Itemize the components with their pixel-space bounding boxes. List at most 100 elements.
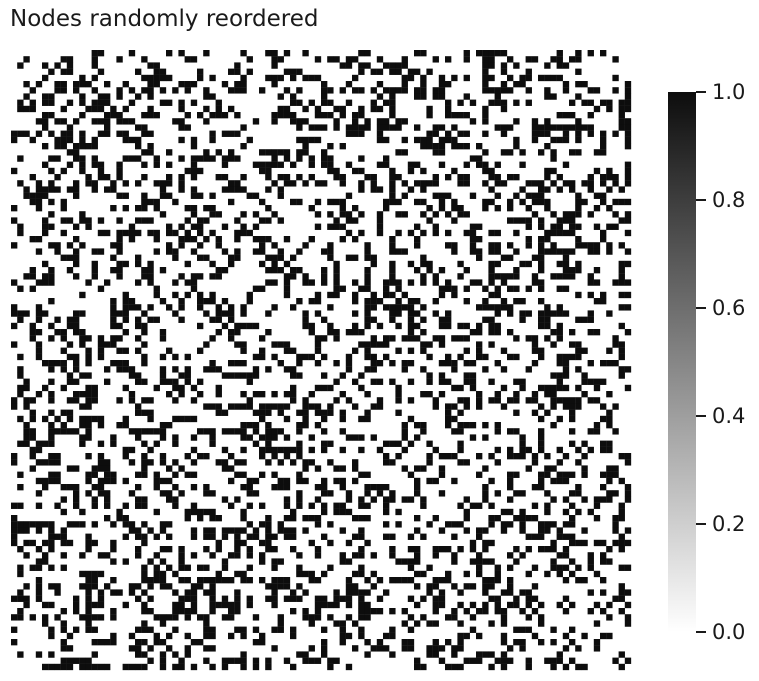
heatmap-cell	[271, 546, 278, 553]
heatmap-cell	[290, 93, 297, 100]
heatmap-cell	[215, 570, 222, 578]
heatmap-cell	[513, 174, 520, 181]
heatmap-cell	[141, 440, 148, 447]
heatmap-cell	[457, 645, 464, 652]
heatmap-cell	[482, 68, 489, 75]
heatmap-cell	[469, 614, 477, 621]
heatmap-cell	[97, 105, 105, 113]
heatmap-cell	[550, 310, 557, 317]
heatmap-cell	[91, 143, 98, 150]
heatmap-cell	[587, 180, 594, 187]
heatmap-cell	[401, 446, 408, 454]
heatmap-cell	[240, 223, 247, 230]
heatmap-cell	[141, 198, 148, 206]
heatmap-cell	[228, 198, 235, 206]
heatmap-cell	[581, 180, 588, 187]
heatmap-cell	[612, 595, 619, 602]
heatmap-cell	[184, 378, 191, 385]
heatmap-cell	[327, 161, 334, 168]
heatmap-cell	[314, 484, 322, 491]
heatmap-cell	[569, 409, 576, 416]
heatmap-cell	[240, 174, 247, 181]
heatmap-cell	[246, 192, 253, 199]
heatmap-cell	[228, 428, 235, 435]
heatmap-cell	[575, 564, 582, 571]
heatmap-cell	[624, 248, 632, 255]
heatmap-cell	[79, 329, 86, 336]
heatmap-cell	[624, 620, 632, 627]
heatmap-cell	[426, 583, 433, 590]
heatmap-cell	[538, 242, 545, 249]
heatmap-cell	[178, 298, 185, 305]
heatmap-cell	[550, 124, 557, 131]
heatmap-cell	[476, 248, 483, 255]
heatmap-cell	[494, 180, 501, 187]
heatmap-cell	[426, 378, 433, 385]
heatmap-cell	[538, 267, 545, 274]
heatmap-cell	[370, 353, 377, 361]
heatmap-cell	[197, 74, 204, 82]
heatmap-cell	[550, 422, 557, 429]
heatmap-cell	[513, 409, 520, 416]
heatmap-cell	[209, 440, 216, 447]
heatmap-cell	[606, 496, 613, 503]
heatmap-cell	[73, 223, 80, 230]
heatmap-cell	[128, 118, 136, 125]
heatmap-cell	[364, 347, 371, 354]
heatmap-cell	[556, 304, 563, 311]
heatmap-cell	[345, 558, 353, 565]
heatmap-cell	[271, 645, 278, 652]
heatmap-cell	[345, 589, 353, 596]
heatmap-cell	[91, 539, 98, 547]
heatmap-cell	[451, 205, 458, 212]
heatmap-cell	[116, 347, 123, 354]
heatmap-cell	[321, 81, 328, 88]
heatmap-cell	[593, 515, 601, 522]
heatmap-cell	[575, 539, 582, 547]
heatmap-cell	[209, 577, 216, 584]
heatmap-cell	[153, 236, 160, 243]
heatmap-cell	[42, 161, 49, 168]
heatmap-cell	[575, 149, 582, 156]
heatmap-cell	[606, 446, 613, 454]
heatmap-cell	[587, 552, 594, 559]
colorbar-tick-label: 1.0	[712, 80, 745, 104]
heatmap-cell	[445, 360, 452, 367]
heatmap-cell	[438, 161, 446, 168]
heatmap-cell	[42, 620, 49, 627]
heatmap-cell	[345, 434, 353, 441]
heatmap-cell	[463, 378, 470, 385]
heatmap-cell	[358, 527, 365, 534]
heatmap-cell	[147, 583, 154, 590]
heatmap-cell	[11, 242, 18, 249]
heatmap-cell	[66, 465, 74, 472]
heatmap-cell	[314, 341, 322, 348]
heatmap-cell	[23, 428, 30, 435]
heatmap-cell	[575, 663, 582, 671]
heatmap-cell	[525, 310, 532, 317]
heatmap-cell	[507, 174, 514, 181]
heatmap-cell	[333, 279, 340, 286]
heatmap-cell	[519, 552, 526, 559]
heatmap-cell	[91, 601, 98, 609]
heatmap-cell	[85, 434, 92, 441]
heatmap-cell	[507, 87, 514, 94]
heatmap-cell	[73, 254, 80, 261]
heatmap-cell	[203, 577, 210, 584]
heatmap-cell	[531, 335, 539, 342]
heatmap-cell	[23, 403, 30, 410]
heatmap-cell	[587, 446, 594, 454]
heatmap-cell	[104, 93, 111, 100]
heatmap-cell	[228, 68, 235, 75]
heatmap-cell	[147, 149, 154, 156]
heatmap-cell	[314, 496, 322, 503]
heatmap-cell	[544, 229, 551, 237]
heatmap-cell	[234, 254, 241, 261]
heatmap-cell	[73, 490, 80, 497]
heatmap-cell	[234, 552, 241, 559]
heatmap-cell	[414, 136, 421, 144]
heatmap-cell	[476, 329, 483, 336]
heatmap-cell	[240, 304, 247, 311]
heatmap-cell	[54, 118, 61, 125]
heatmap-cell	[426, 440, 433, 447]
